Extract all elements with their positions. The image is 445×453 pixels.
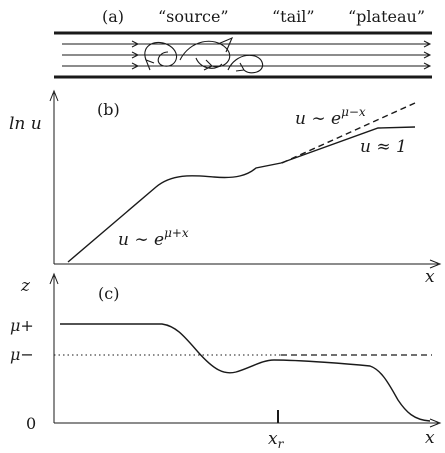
ann-left: u ∼ eμ+x <box>118 226 189 250</box>
panel-a: (a) “source” “tail” “plateau” <box>54 7 432 79</box>
ann-upper: u ∼ eμ−x <box>295 105 366 129</box>
turbulent-swirls <box>144 36 264 74</box>
ann-plateau: u ≈ 1 <box>360 137 407 157</box>
panel-b: (b) ln u x u ∼ eμ+x u ∼ eμ−x u ≈ 1 <box>9 89 442 287</box>
panel-c-x-arrow <box>429 418 442 428</box>
tick-zero: 0 <box>26 414 36 433</box>
panel-b-y-arrow <box>49 89 59 102</box>
ln-u-extrapolation-dashed <box>281 102 416 164</box>
panel-b-label: (b) <box>97 100 120 119</box>
panel-b-x-label: x <box>425 267 435 287</box>
z-curve <box>60 323 431 422</box>
panel-c-x-label: x <box>425 428 435 448</box>
panel-b-x-arrow <box>429 259 442 269</box>
flow-arrows <box>62 40 432 70</box>
tick-mu-minus: μ− <box>10 345 34 364</box>
panel-a-label: (a) <box>102 7 124 26</box>
region-plateau-label: “plateau” <box>348 7 425 26</box>
panel-c: (c) z x μ+ μ− 0 xr <box>10 272 442 451</box>
ln-u-curve <box>67 126 416 263</box>
panel-b-y-label: ln u <box>9 114 42 134</box>
panel-c-label: (c) <box>98 284 119 303</box>
tick-xr: xr <box>268 429 285 451</box>
tick-mu-plus: μ+ <box>10 316 34 335</box>
panel-c-y-label: z <box>20 276 31 296</box>
region-tail-label: “tail” <box>272 7 315 26</box>
region-source-label: “source” <box>158 7 229 26</box>
panel-c-y-arrow <box>49 272 59 285</box>
